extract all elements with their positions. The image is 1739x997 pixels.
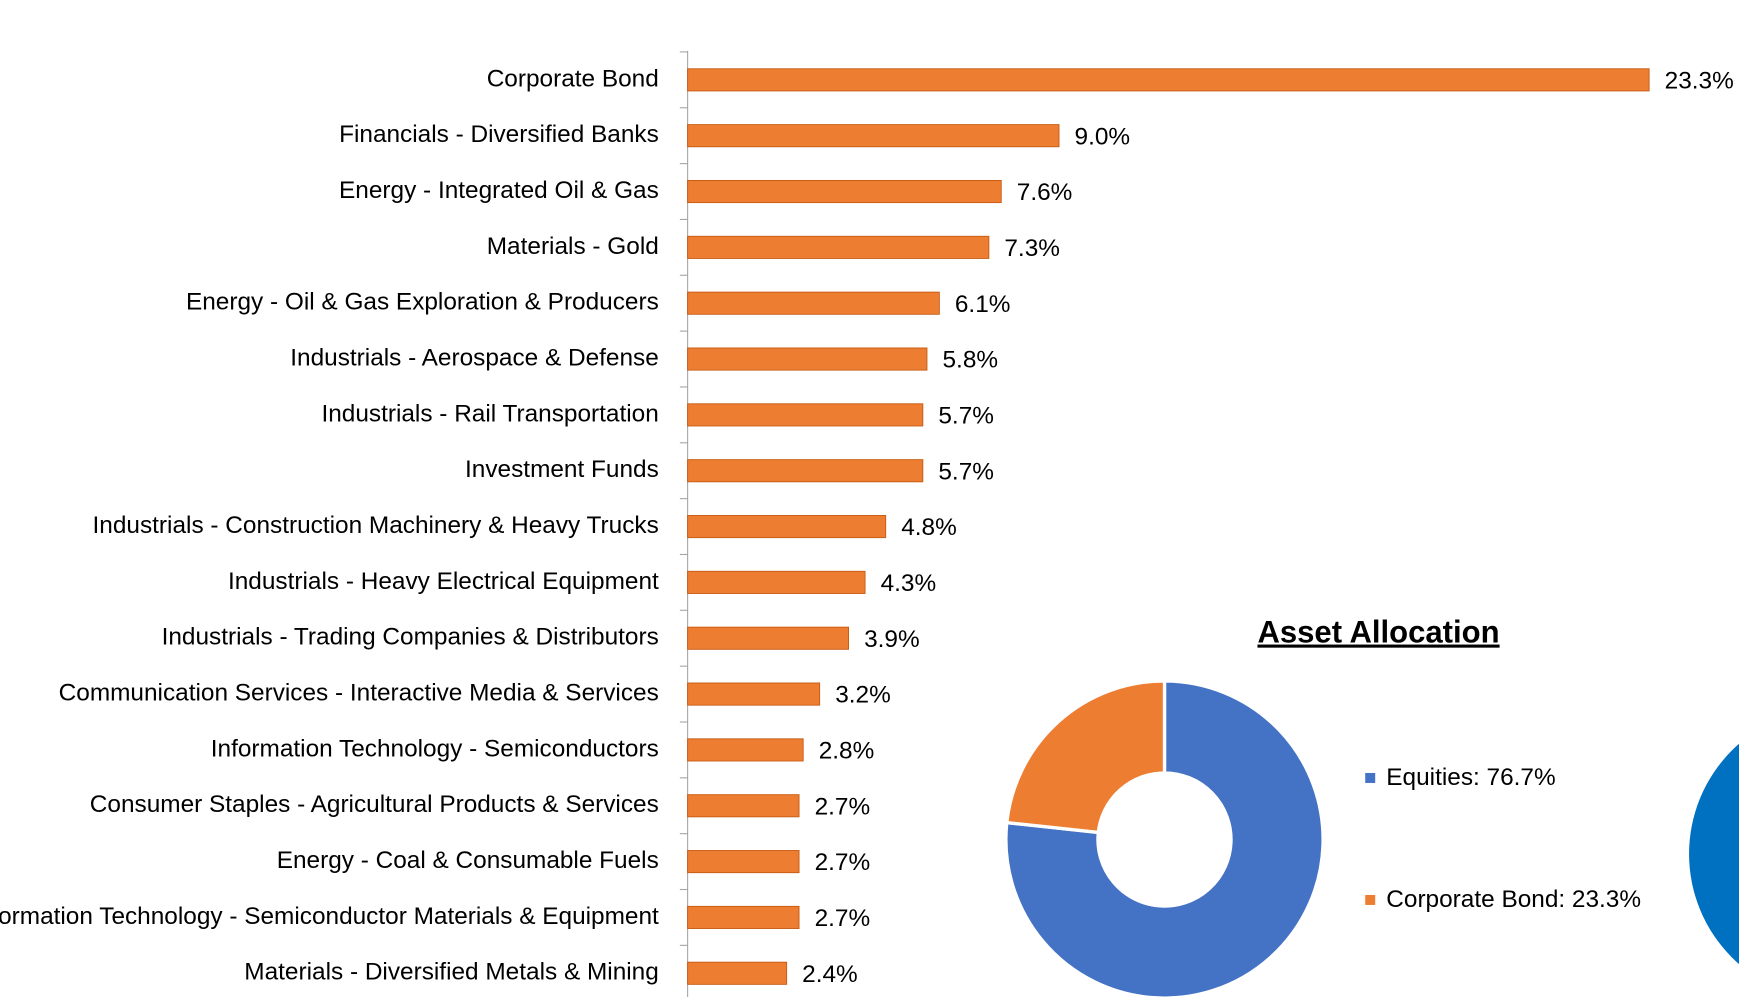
data-label: 5.8% [942, 347, 998, 374]
legend-swatch [1365, 894, 1376, 905]
category-label: Materials - Gold [487, 233, 659, 260]
bar [687, 682, 821, 706]
donut-slice [1004, 679, 1325, 997]
legend-label: Corporate Bond: 23.3% [1386, 886, 1641, 913]
legend-swatch [1365, 772, 1376, 783]
legend-label: Equities: 76.7% [1386, 764, 1555, 791]
partial-chart [1689, 743, 1739, 965]
bar [687, 961, 788, 985]
bar [687, 515, 887, 539]
donut-title: Asset Allocation [1257, 615, 1499, 650]
data-label: 7.6% [1017, 179, 1073, 206]
bar [687, 179, 1002, 204]
category-label: Corporate Bond [487, 65, 659, 92]
category-label: Energy - Coal & Consumable Fuels [277, 847, 659, 874]
bar [687, 738, 804, 762]
data-label: 5.7% [938, 403, 994, 430]
category-label: Industrials - Trading Companies & Distri… [162, 624, 659, 651]
category-label: Energy - Integrated Oil & Gas [339, 177, 659, 204]
data-label: 7.3% [1004, 235, 1060, 262]
bar [687, 570, 866, 594]
bar [687, 850, 800, 874]
bar [687, 459, 924, 483]
bar [687, 68, 1650, 92]
data-label: 4.3% [881, 570, 937, 597]
data-label: 3.2% [835, 682, 891, 709]
data-label: 23.3% [1665, 68, 1734, 95]
bar [687, 291, 940, 315]
category-label: Information Technology - Semiconductors [211, 735, 659, 762]
category-label: Industrials - Aerospace & Defense [290, 344, 659, 371]
bar [687, 124, 1060, 148]
data-label: 9.0% [1075, 123, 1131, 150]
bar [687, 235, 990, 259]
data-label: 2.8% [819, 738, 875, 765]
category-label: Investment Funds [465, 456, 659, 483]
data-label: 6.1% [955, 291, 1011, 318]
category-label: Industrials - Heavy Electrical Equipment [228, 568, 659, 595]
data-label: 2.7% [815, 793, 871, 820]
donut-slice [1004, 679, 1167, 835]
bar [687, 905, 800, 929]
category-label: Financials - Diversified Banks [339, 121, 659, 148]
data-label: 4.8% [901, 514, 957, 541]
category-label: Communication Services - Interactive Med… [59, 680, 659, 707]
data-label: 3.9% [864, 626, 920, 653]
category-label: Energy - Oil & Gas Exploration & Produce… [186, 289, 659, 316]
category-label: Information Technology - Semiconductor M… [0, 903, 659, 930]
bar [687, 403, 924, 427]
category-label: Industrials - Rail Transportation [321, 400, 658, 427]
category-label: Industrials - Construction Machinery & H… [93, 512, 659, 539]
bar [687, 794, 800, 818]
data-label: 2.7% [815, 849, 871, 876]
category-label: Materials - Diversified Metals & Mining [244, 959, 658, 986]
category-label: Consumer Staples - Agricultural Products… [90, 791, 659, 818]
data-label: 2.7% [815, 905, 871, 932]
data-label: 2.4% [802, 961, 858, 988]
bar [687, 347, 928, 371]
data-label: 5.7% [938, 458, 994, 485]
bar [687, 626, 850, 650]
